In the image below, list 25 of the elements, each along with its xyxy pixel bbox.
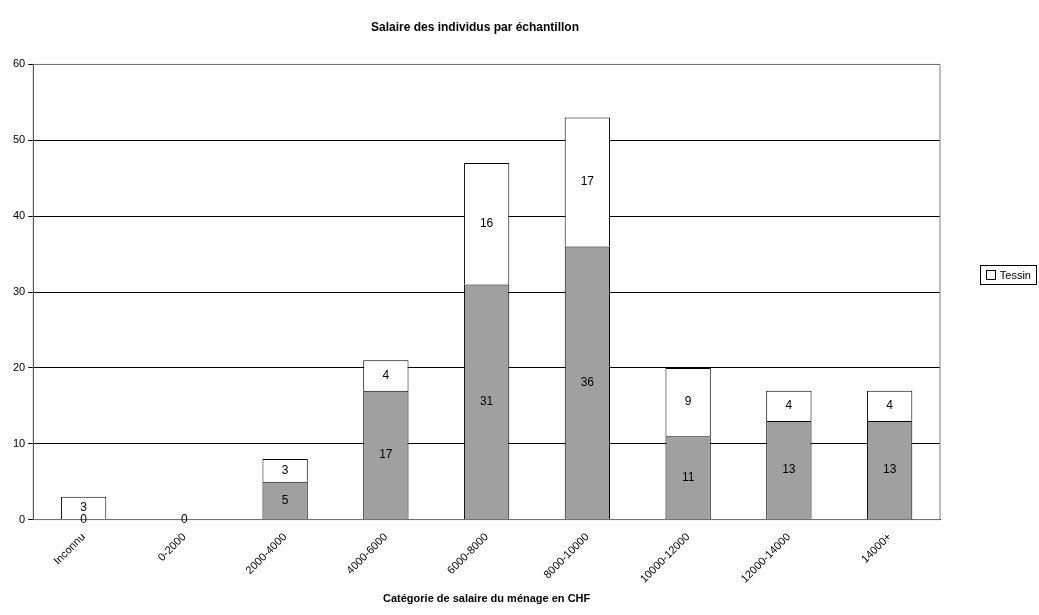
data-label: 4 [785, 398, 793, 413]
data-label: 17 [379, 447, 393, 462]
text: Tessin [999, 269, 1031, 281]
y-tick-label: 50 [12, 133, 26, 146]
y-tick-label: 20 [12, 360, 26, 373]
data-label: 5 [281, 492, 289, 507]
chart-title: Salaire des individus par échantillon [370, 19, 580, 34]
data-label: 16 [479, 216, 494, 231]
data-label: 9 [684, 394, 692, 409]
x-axis-title: Catégorie de salaire du ménage en CHF [383, 592, 591, 605]
y-tick-label: 0 [19, 512, 26, 525]
data-label: 31 [479, 394, 494, 409]
data-label: 13 [782, 462, 796, 477]
data-label: 36 [580, 375, 595, 390]
data-label: 3 [281, 462, 289, 477]
y-tick-label: 10 [12, 436, 26, 449]
y-tick-label: 60 [12, 57, 26, 70]
data-label: 4 [382, 367, 390, 382]
y-tick-label: 40 [12, 209, 26, 222]
data-label: 13 [882, 462, 897, 477]
y-tick-label: 30 [12, 285, 26, 298]
data-label: 4 [886, 398, 894, 413]
data-label: 17 [580, 174, 595, 189]
data-label: 3 [80, 500, 88, 515]
data-label: 11 [681, 469, 695, 484]
